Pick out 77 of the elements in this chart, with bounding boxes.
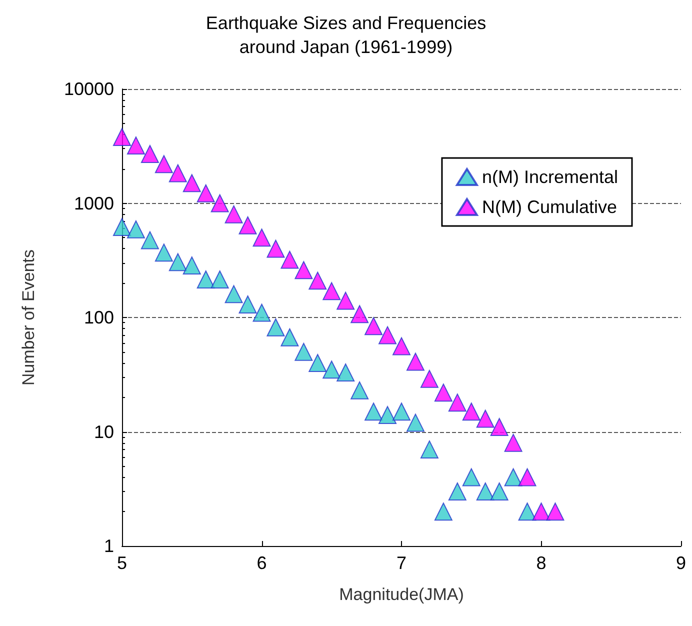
point — [196, 184, 215, 202]
x-tick-label: 7 — [396, 553, 407, 573]
x-tick-label: 6 — [256, 553, 267, 573]
point — [168, 164, 187, 182]
point — [182, 256, 201, 275]
point — [378, 406, 397, 424]
point — [378, 326, 397, 344]
point — [238, 295, 257, 314]
point — [294, 261, 313, 280]
point — [322, 360, 341, 379]
point — [364, 317, 383, 336]
point — [504, 434, 522, 452]
y-tick-label: 10000 — [64, 79, 114, 99]
x-tick-label: 5 — [116, 553, 128, 573]
x-axis-title: Magnitude(JMA) — [339, 585, 464, 604]
point — [126, 220, 145, 238]
chart-title: Earthquake Sizes and Frequencies around Japan (1961-1999) — [206, 13, 486, 57]
point — [448, 482, 466, 500]
point — [196, 270, 215, 289]
point — [252, 304, 271, 322]
point — [322, 282, 341, 300]
y-tick-label: 1000 — [74, 193, 114, 214]
point — [280, 328, 299, 346]
point — [266, 240, 285, 258]
point — [364, 402, 383, 421]
point — [406, 352, 424, 371]
point — [210, 270, 229, 289]
point — [434, 384, 452, 402]
point — [308, 272, 327, 290]
y-tick-label: 10 — [94, 422, 114, 442]
point — [420, 370, 438, 388]
point — [546, 502, 564, 521]
point — [532, 502, 550, 521]
point — [238, 216, 257, 234]
point — [434, 502, 452, 521]
x-tick-label: 8 — [536, 553, 546, 573]
point — [518, 502, 536, 521]
point — [266, 318, 285, 336]
point — [224, 285, 243, 304]
point — [224, 205, 243, 224]
point — [448, 394, 466, 412]
y-axis-title: Number of Events — [19, 249, 38, 386]
point — [126, 136, 145, 155]
point — [294, 342, 313, 361]
point — [154, 244, 173, 262]
point — [252, 228, 271, 247]
point — [504, 468, 522, 486]
point — [392, 337, 410, 356]
point — [140, 231, 159, 250]
point — [420, 440, 438, 458]
point — [406, 414, 424, 432]
point — [308, 354, 327, 372]
legend-label: N(M) Cumulative — [482, 197, 617, 217]
point — [182, 174, 201, 192]
y-tick-label: 100 — [84, 308, 114, 328]
x-tick-label: 9 — [676, 553, 686, 573]
point — [462, 402, 480, 421]
point — [140, 144, 159, 163]
point — [336, 292, 355, 310]
point — [350, 305, 369, 324]
point — [490, 418, 508, 436]
point — [113, 128, 131, 146]
point — [392, 402, 410, 421]
point — [476, 410, 494, 428]
point — [113, 218, 131, 236]
point — [490, 482, 508, 500]
point — [168, 253, 187, 272]
legend-label: n(M) Incremental — [482, 167, 618, 187]
point — [210, 194, 229, 212]
point — [154, 155, 173, 174]
point — [350, 381, 369, 400]
point — [476, 482, 494, 500]
point — [518, 468, 536, 486]
point — [462, 468, 480, 486]
y-tick-label: 1 — [104, 536, 114, 556]
point — [280, 250, 299, 269]
point — [336, 364, 355, 382]
